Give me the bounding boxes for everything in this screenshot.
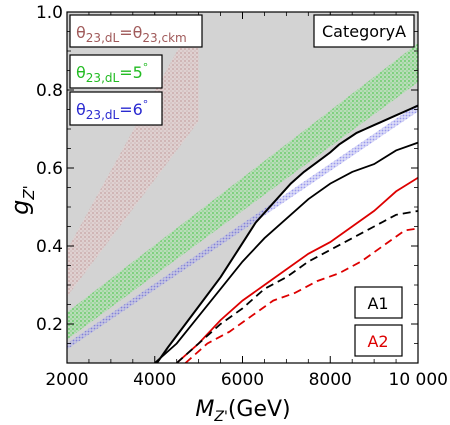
band-legend-0-sub2: 23,ckm	[142, 31, 186, 45]
category-label: CategoryA	[322, 22, 406, 41]
band-legend-1-mid: =5	[119, 63, 143, 82]
band-1	[67, 43, 418, 340]
category-label-box: CategoryA	[313, 14, 415, 48]
band-legend-2-sub: 23,dL	[86, 108, 120, 122]
legend-a1: A1	[354, 286, 403, 319]
series-line-1	[176, 176, 418, 363]
band-legend-2-mid: =6	[119, 100, 143, 119]
band-legend-0-mid: =θ	[119, 23, 142, 42]
x-axis-title-sub: Z'	[213, 409, 227, 425]
svg-text:θ23,dL=6°: θ23,dL=6°	[76, 98, 148, 122]
y-tick-label-0: 0.2	[36, 315, 63, 335]
y-tick-label-1: 0.4	[36, 237, 63, 257]
svg-text:θ23,dL=θ23,ckm: θ23,dL=θ23,ckm	[76, 23, 187, 45]
series-line-0	[154, 141, 418, 363]
x-tick-label-2: 6000	[221, 370, 264, 390]
band-legend-2-theta: θ	[76, 100, 86, 119]
band-0	[67, 12, 199, 297]
y-tick-label-3: 0.8	[36, 81, 63, 101]
band-legend-0-theta: θ	[76, 23, 86, 42]
series-line-3	[184, 227, 418, 363]
y-axis-title-main: g	[6, 200, 34, 215]
y-axis-title: gZ'	[6, 185, 38, 215]
x-axis-title: MZ'(GeV)	[195, 397, 290, 425]
legend-a2: A2	[354, 324, 403, 357]
band-legend-1-sub: 23,dL	[86, 71, 120, 85]
excluded-boundary-line	[156, 104, 418, 363]
x-axis-title-main: M	[195, 397, 214, 422]
band-legend-1-theta: θ	[76, 63, 86, 82]
legend-a1-label: A1	[367, 294, 388, 313]
legend-a2-label: A2	[367, 332, 388, 351]
x-tick-label-1: 4000	[133, 370, 176, 390]
y-tick-label-2: 0.6	[36, 159, 63, 179]
series-line-2	[176, 210, 418, 363]
band-legend-0: θ23,dL=θ23,ckm	[69, 14, 203, 48]
band-legend-2: θ23,dL=6°	[69, 91, 163, 126]
band-legend-2-deg: °	[143, 98, 149, 111]
y-axis-title-sub: Z'	[20, 185, 38, 200]
x-tick-label-4: 10 000	[389, 370, 448, 390]
band-legend-1: θ23,dL=5°	[69, 54, 163, 89]
x-axis-title-rest: (GeV)	[228, 397, 291, 422]
svg-text:θ23,dL=5°: θ23,dL=5°	[76, 61, 148, 85]
band-legend-1-deg: °	[143, 61, 149, 74]
y-tick-label-4: 1.0	[36, 3, 63, 23]
x-tick-label-3: 8000	[309, 370, 352, 390]
band-legend-0-sub: 23,dL	[86, 31, 120, 45]
band-2	[67, 103, 418, 350]
x-tick-label-0: 2000	[45, 370, 88, 390]
